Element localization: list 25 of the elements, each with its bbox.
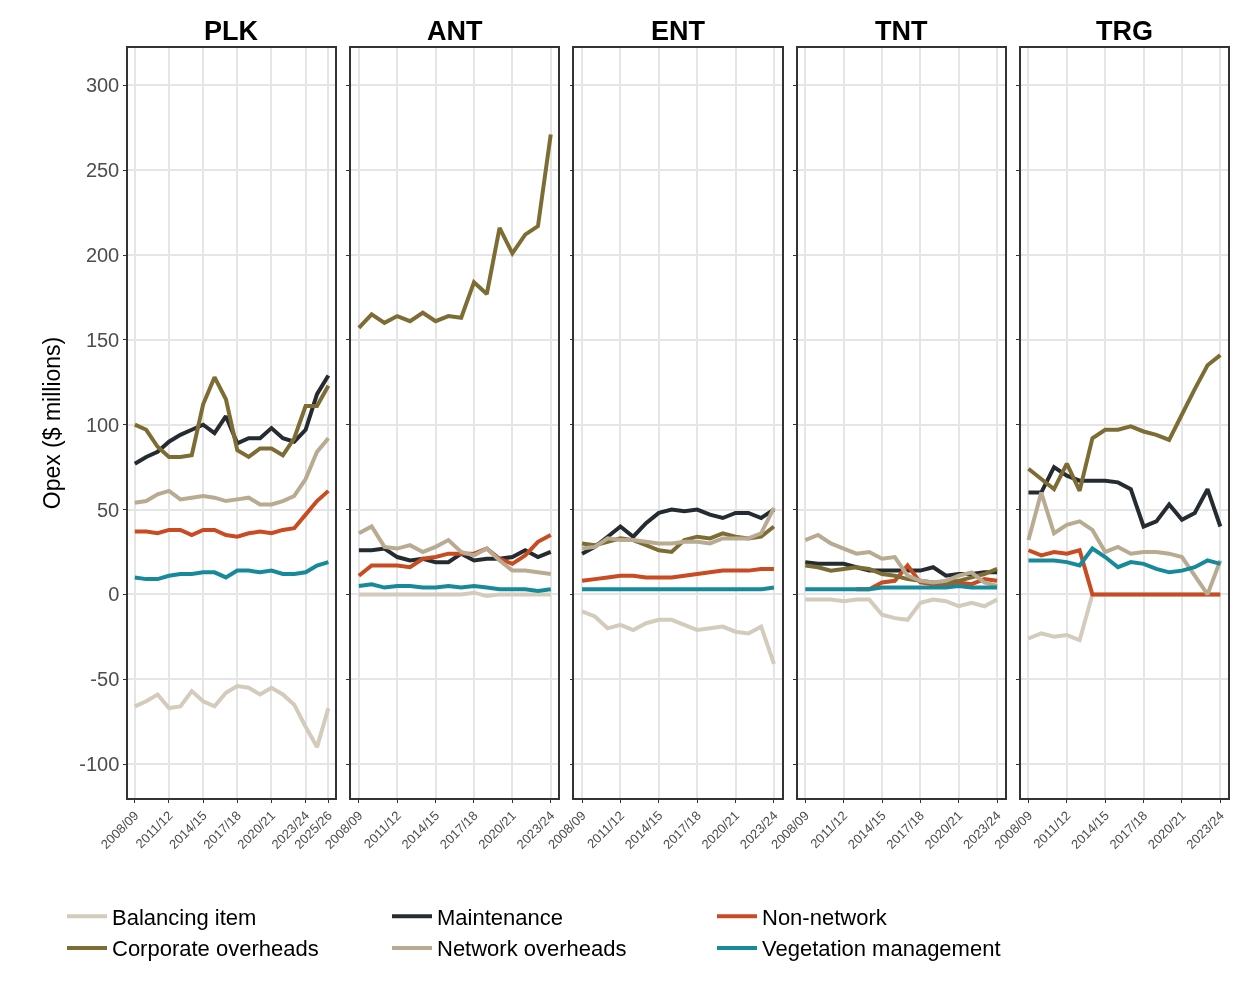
legend-label: Vegetation management	[762, 936, 1001, 962]
legend-label: Balancing item	[112, 904, 257, 930]
y-tick-label: 150	[85, 328, 120, 351]
y-tick-label: -50	[90, 668, 120, 691]
y-tick-label: 250	[85, 159, 120, 182]
line-series	[132, 436, 331, 507]
chart-title: TNT	[875, 16, 928, 46]
legend-label: Network overheads	[437, 936, 627, 962]
line-series	[132, 684, 331, 750]
chart-title: TRG	[1096, 16, 1153, 46]
legend-label: Corporate overheads	[112, 936, 319, 962]
legend-label: Maintenance	[437, 904, 563, 930]
legend-label: Non-network	[762, 904, 888, 930]
chart-title: PLK	[204, 16, 259, 46]
chart-title: ANT	[427, 16, 483, 46]
y-axis-title: Opex ($ millions)	[39, 336, 66, 510]
y-tick-label: -100	[79, 753, 120, 776]
chart-title: ENT	[651, 16, 706, 46]
y-tick-label: 0	[108, 583, 120, 606]
line-series	[132, 560, 331, 582]
line-series	[132, 488, 331, 539]
y-tick-label: 100	[85, 413, 120, 436]
y-tick-label: 200	[85, 244, 120, 267]
y-tick-label: 300	[85, 74, 120, 97]
y-tick-label: 50	[97, 498, 120, 521]
